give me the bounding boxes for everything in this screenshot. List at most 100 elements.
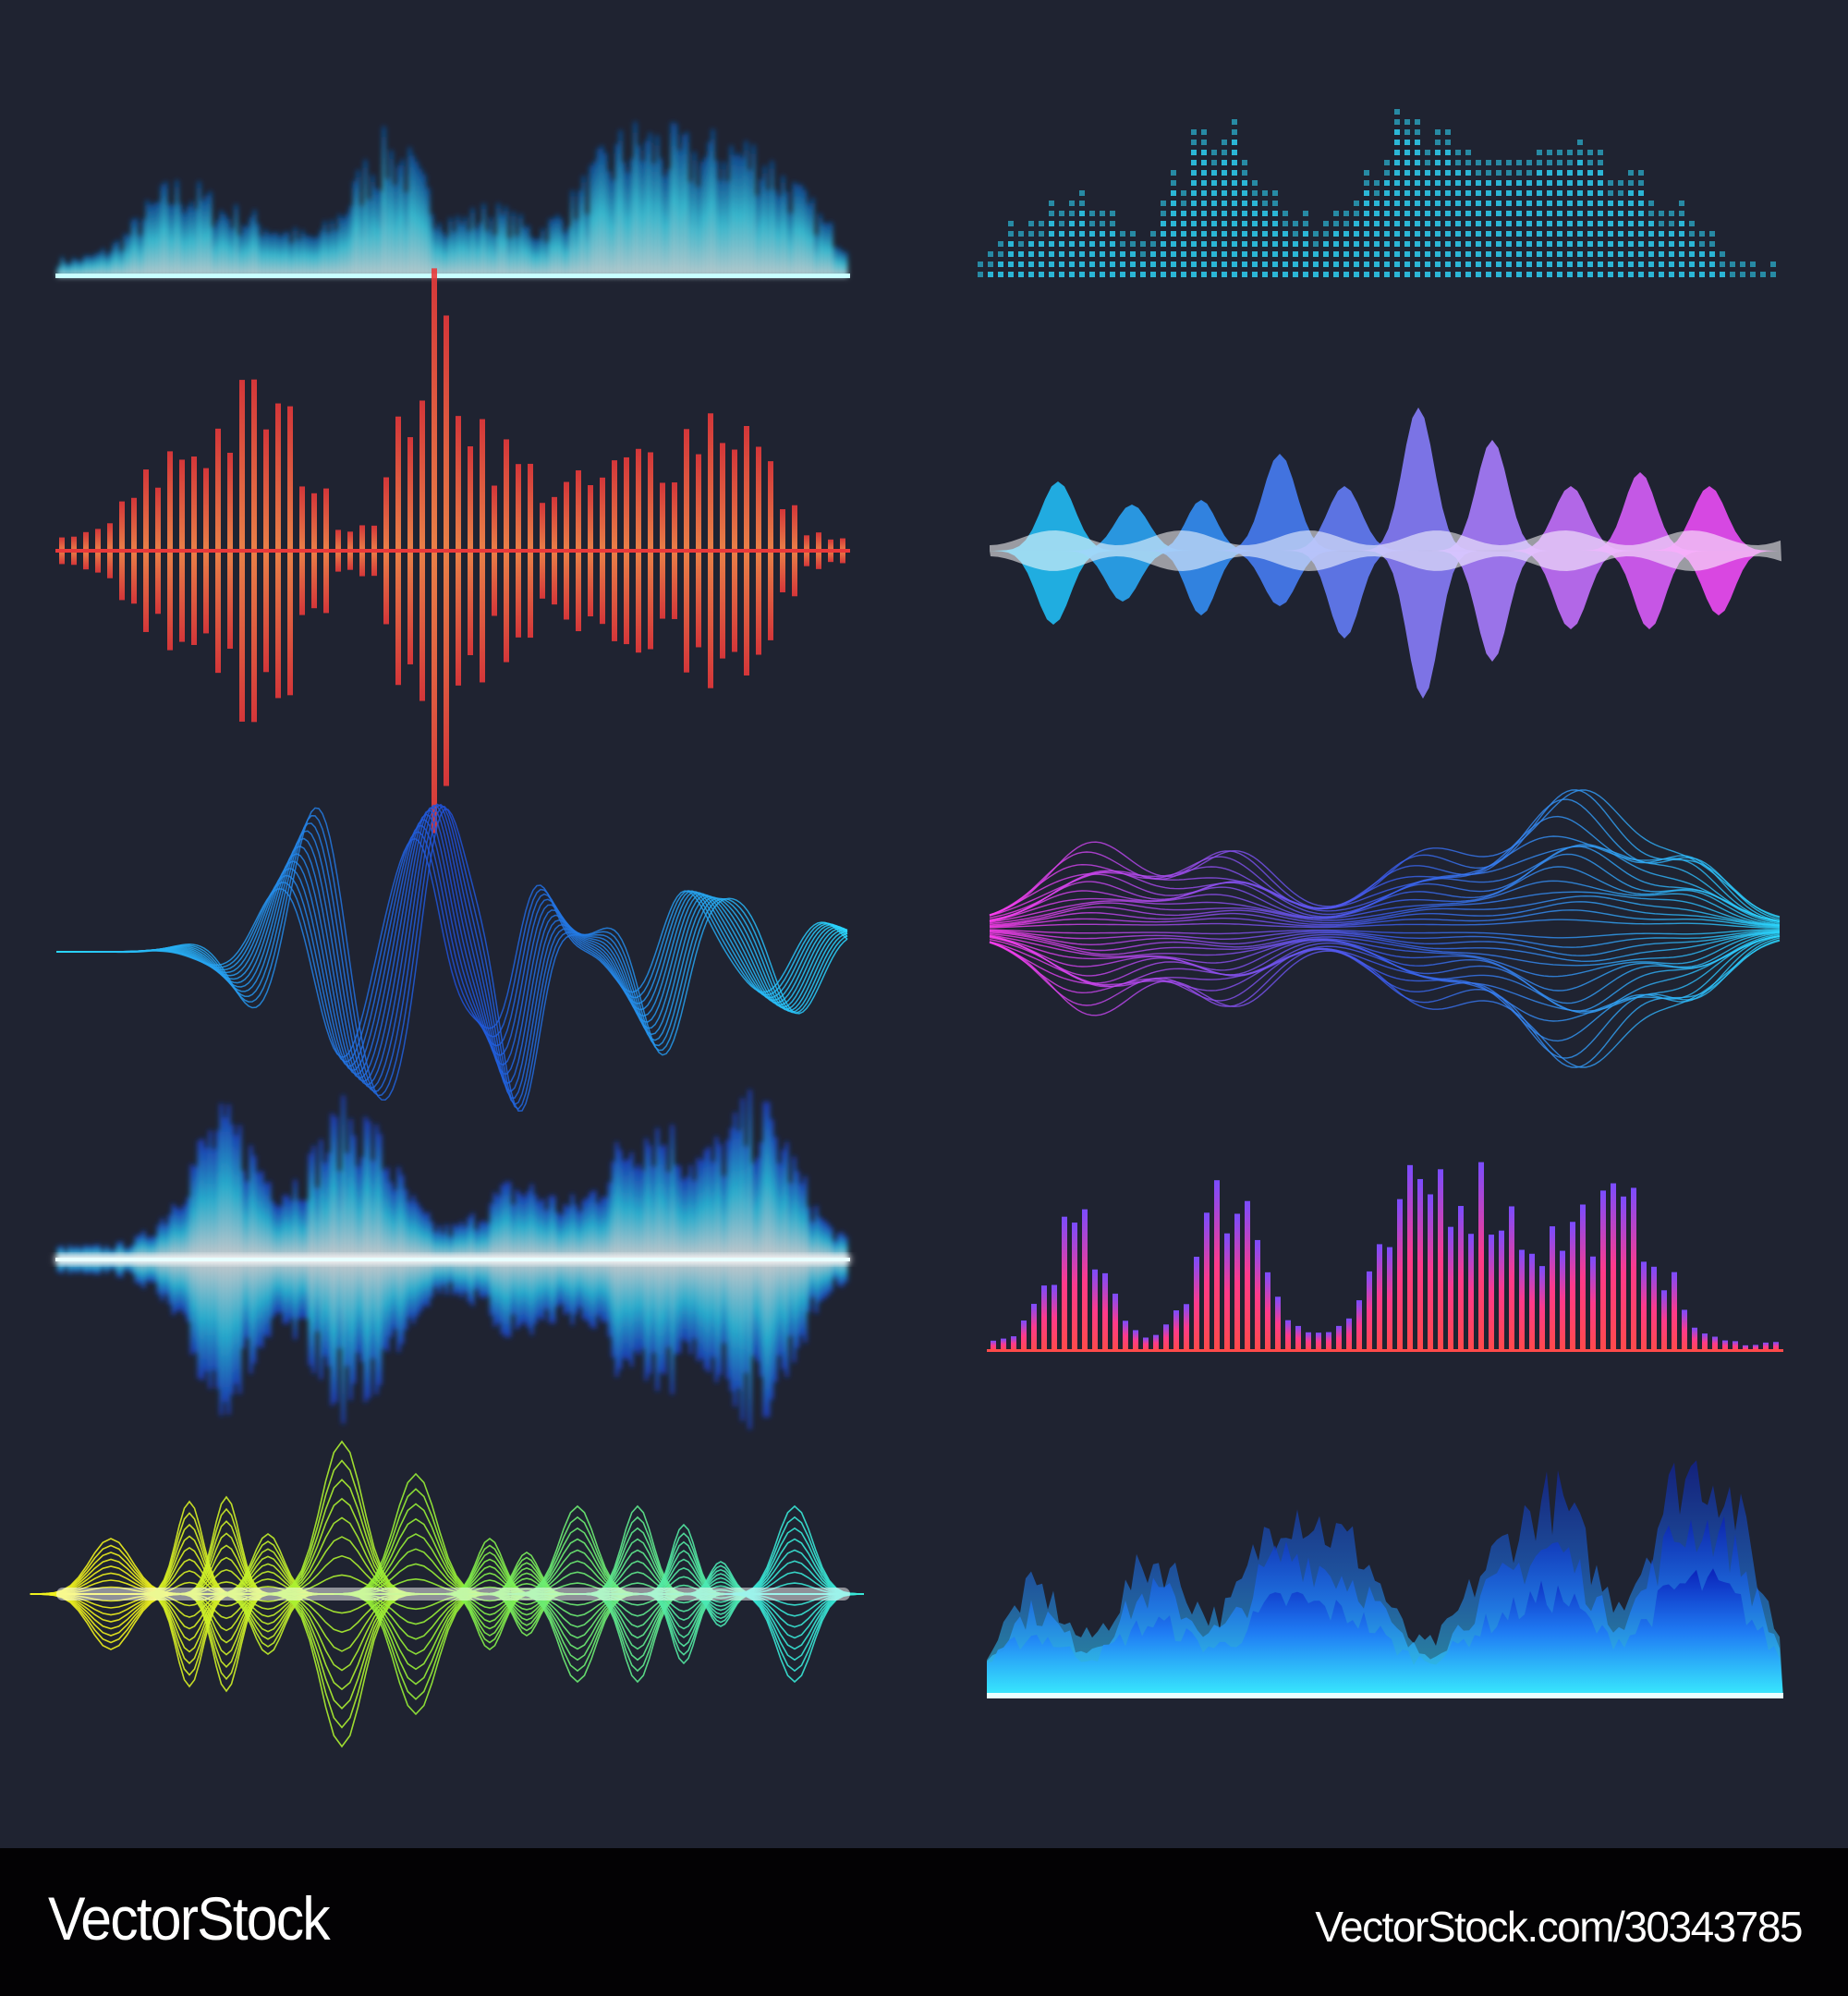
equalizer-dot (1201, 180, 1207, 186)
equalizer-dot (1699, 231, 1705, 237)
equalizer-dot (1018, 251, 1024, 257)
eq-bar (1763, 1342, 1769, 1351)
spectrum-bar (549, 218, 552, 277)
equalizer-dot (1526, 160, 1532, 165)
equalizer-dot (1394, 150, 1400, 155)
spectrum-bar (615, 143, 618, 277)
spectrum-bar (179, 203, 182, 277)
equalizer-dot (1465, 201, 1471, 206)
equalizer-dot (1171, 221, 1176, 226)
equalizer-dot (1659, 272, 1664, 277)
equalizer-dot (1465, 190, 1471, 196)
equalizer-dot (1171, 231, 1176, 237)
spectrum-bar (663, 176, 666, 277)
spectrum-bar (623, 162, 626, 277)
equalizer-dot (1303, 272, 1308, 277)
spectrum-bar (316, 237, 319, 277)
equalizer-dot (1577, 180, 1583, 186)
lens-line (989, 846, 1781, 923)
equalizer-dot (1587, 150, 1593, 155)
equalizer-dot (1557, 201, 1562, 206)
equalizer-dot (1608, 180, 1613, 186)
equalizer-dot (1343, 241, 1349, 247)
equalizer-dot (1100, 231, 1105, 237)
equalizer-dot (998, 241, 1003, 247)
equalizer-dot (1354, 251, 1359, 257)
equalizer-dot (1262, 262, 1268, 267)
equalizer-dot (1608, 221, 1613, 226)
equalizer-dot (1211, 160, 1217, 165)
equalizer-dot (1608, 272, 1613, 277)
equalizer-dot (1537, 251, 1542, 257)
equalizer-dot (1577, 211, 1583, 216)
equalizer-dot (1415, 170, 1420, 176)
equalizer-dot (1272, 221, 1278, 226)
equalizer-dot (1201, 160, 1207, 165)
equalizer-dot (1679, 211, 1684, 216)
equalizer-dot (1537, 201, 1542, 206)
eq-bar (1295, 1325, 1301, 1351)
equalizer-dot (1567, 201, 1573, 206)
equalizer-dot (1242, 262, 1247, 267)
equalizer-dot (1537, 241, 1542, 247)
eq-bar (1529, 1253, 1535, 1351)
equalizer-dot (1750, 272, 1756, 277)
lens-line (989, 930, 1781, 956)
equalizer-dot (1669, 231, 1674, 237)
equalizer-dot (1272, 201, 1278, 206)
equalizer-dot (1293, 241, 1298, 247)
equalizer-dot (1516, 241, 1522, 247)
spectrum-bar (135, 217, 138, 277)
equalizer-dot (988, 272, 993, 277)
spectrum-bar (845, 251, 847, 277)
equalizer-dot (1465, 160, 1471, 165)
equalizer-dot (1232, 272, 1237, 277)
equalizer-dot (1018, 231, 1024, 237)
equalizer-dot (1638, 190, 1644, 196)
lens-line (989, 940, 1781, 1068)
equalizer-dot (1404, 231, 1410, 237)
equalizer-dot (1537, 180, 1542, 186)
spectrum-bar (612, 179, 614, 277)
spectrum-bar (357, 169, 359, 277)
equalizer-dot (1364, 241, 1369, 247)
equalizer-dot (1557, 180, 1562, 186)
spectrum-bar (305, 236, 308, 277)
equalizer-dot (1222, 150, 1227, 155)
equalizer-dot (1425, 211, 1430, 216)
equalizer-dot (1679, 201, 1684, 206)
spectrum-bar (516, 235, 518, 277)
equalizer-dot (1323, 251, 1329, 257)
blob-lobe (1432, 551, 1552, 662)
purple-red-bar-wave (991, 1162, 1779, 1351)
spectrum-bar (715, 160, 718, 277)
equalizer-dot (1364, 221, 1369, 226)
equalizer-dot (1557, 231, 1562, 237)
equalizer-dot (1252, 211, 1258, 216)
eq-bar (1519, 1249, 1525, 1351)
equalizer-dot (1476, 231, 1481, 237)
equalizer-dot (1415, 129, 1420, 135)
spectrum-bar (394, 185, 396, 277)
spectrum-bar (782, 176, 784, 277)
equalizer-dot (1435, 150, 1441, 155)
eq-bar (1265, 1272, 1270, 1351)
equalizer-dot (1526, 231, 1532, 237)
blob-lobe (1506, 551, 1635, 629)
equalizer-dot (1374, 241, 1380, 247)
eq-bar (1001, 1338, 1006, 1351)
equalizer-dot (1354, 221, 1359, 226)
equalizer-dot (1293, 221, 1298, 226)
equalizer-dot (1211, 150, 1217, 155)
equalizer-dot (1354, 201, 1359, 206)
equalizer-dot (1303, 231, 1308, 237)
equalizer-dot (1465, 170, 1471, 176)
equalizer-dot (1659, 251, 1664, 257)
equalizer-dot (1526, 201, 1532, 206)
equalizer-dot (1465, 180, 1471, 186)
eq-bar (1133, 1330, 1138, 1351)
spectrum-bar (811, 198, 814, 277)
equalizer-dot (1150, 272, 1156, 277)
equalizer-dot (1404, 262, 1410, 267)
equalizer-dot (1435, 190, 1441, 196)
